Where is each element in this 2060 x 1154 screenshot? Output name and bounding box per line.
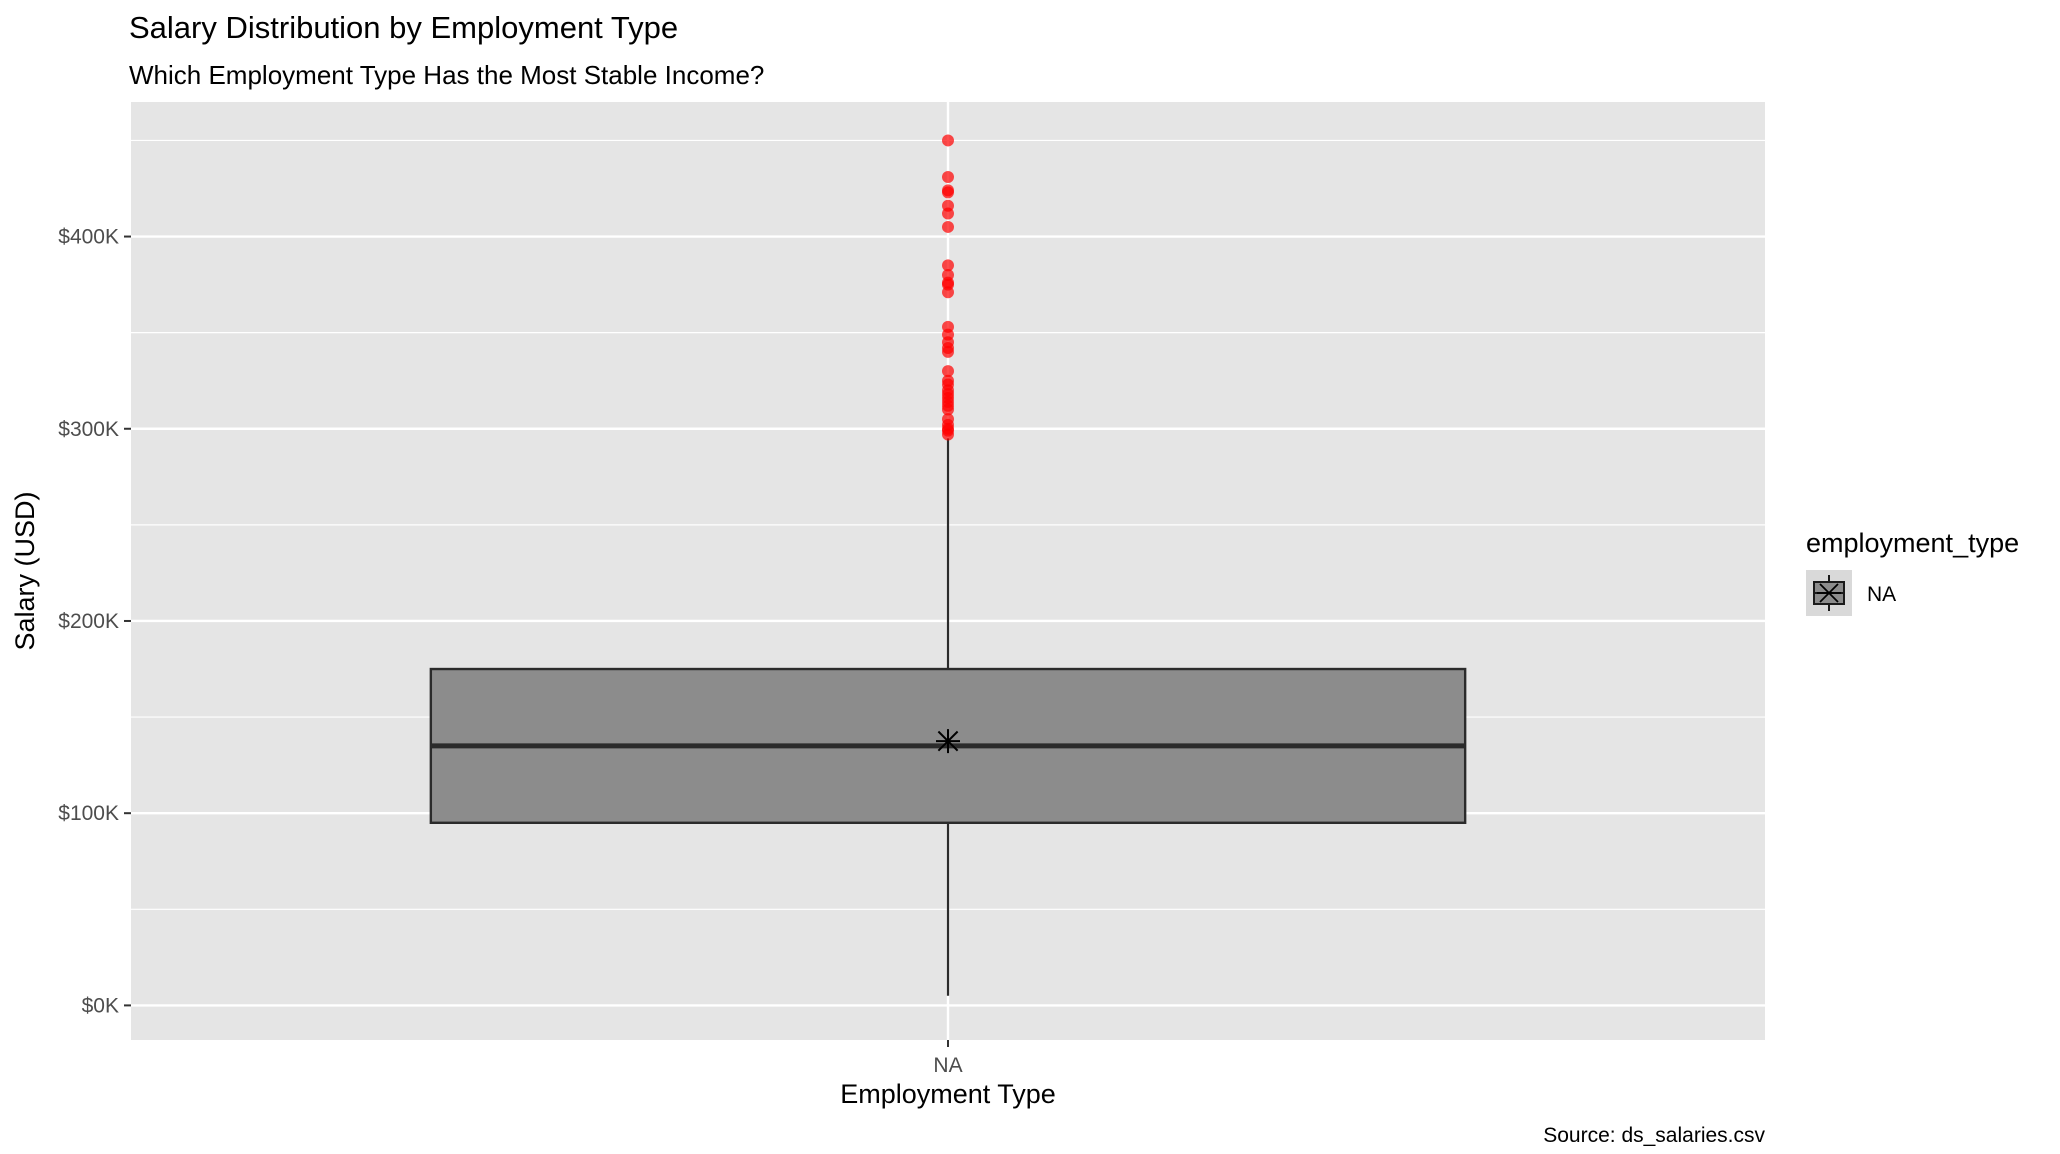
- outlier-point: [942, 259, 954, 272]
- boxplot-layer: [429, 134, 1467, 996]
- mean-marker: [936, 729, 960, 754]
- y-axis-title: Salary (USD): [10, 491, 40, 650]
- outlier-point: [942, 403, 954, 416]
- y-tick-label: $300K: [58, 418, 119, 441]
- legend: employment_type NA: [1806, 528, 2019, 616]
- chart-caption: Source: ds_salaries.csv: [1543, 1124, 1765, 1147]
- chart-title: Salary Distribution by Employment Type: [129, 10, 678, 45]
- outlier-point: [942, 186, 954, 199]
- chart-subtitle: Which Employment Type Has the Most Stabl…: [129, 60, 764, 90]
- x-tick-label: NA: [933, 1054, 962, 1077]
- outlier-point: [942, 345, 954, 358]
- outlier-point: [942, 220, 954, 233]
- legend-entry-na: NA: [1867, 583, 1896, 606]
- y-axis: $0K $100K $200K $300K $400K: [58, 226, 131, 1017]
- x-axis: NA: [933, 1040, 963, 1077]
- legend-key-mean-marker: [1817, 583, 1841, 603]
- outlier-point: [942, 428, 954, 441]
- legend-title: employment_type: [1806, 528, 2019, 558]
- x-axis-title: Employment Type: [840, 1079, 1056, 1109]
- y-tick-label: $0K: [82, 994, 119, 1017]
- outlier-point: [942, 207, 954, 220]
- outlier-point: [942, 170, 954, 183]
- y-tick-label: $400K: [58, 226, 119, 249]
- outlier-point: [942, 286, 954, 299]
- y-tick-label: $200K: [58, 610, 119, 633]
- y-tick-label: $100K: [58, 802, 119, 825]
- outlier-point: [942, 134, 954, 147]
- outlier-point: [942, 365, 954, 378]
